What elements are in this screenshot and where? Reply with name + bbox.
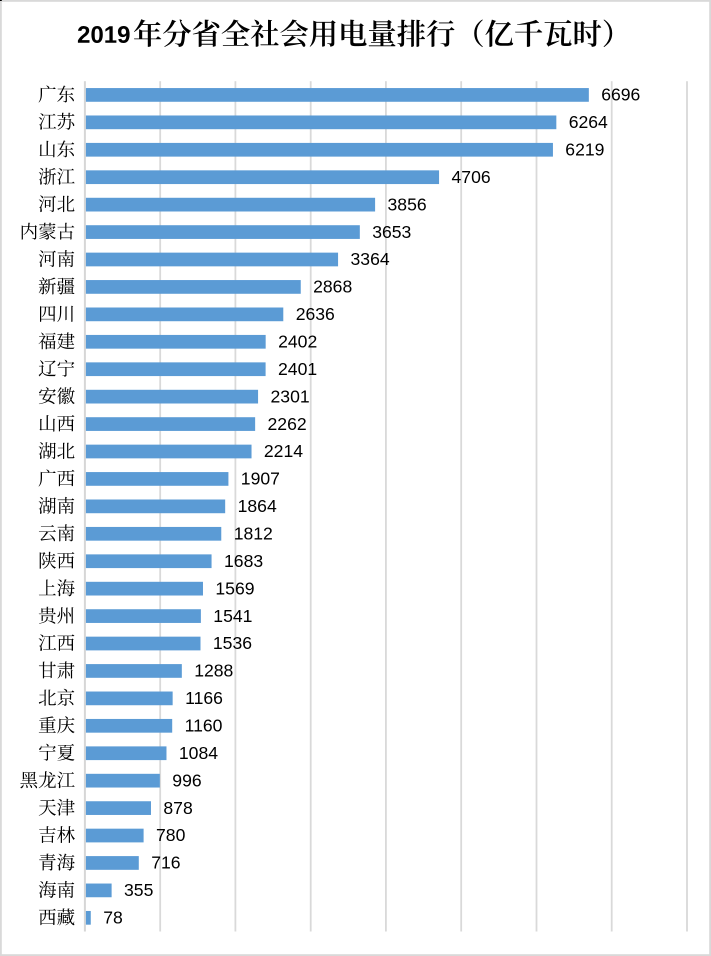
svg-text:996: 996 <box>172 770 202 790</box>
svg-text:3856: 3856 <box>388 194 427 214</box>
svg-text:1541: 1541 <box>213 606 252 626</box>
svg-text:1084: 1084 <box>179 743 218 763</box>
svg-text:1288: 1288 <box>194 661 233 681</box>
svg-text:2301: 2301 <box>271 386 310 406</box>
svg-text:2868: 2868 <box>313 277 352 297</box>
svg-text:1569: 1569 <box>215 578 254 598</box>
svg-text:2214: 2214 <box>264 441 303 461</box>
svg-text:878: 878 <box>163 798 193 818</box>
svg-text:355: 355 <box>124 880 154 900</box>
svg-text:2401: 2401 <box>278 359 317 379</box>
svg-text:6696: 6696 <box>601 85 640 105</box>
svg-text:1536: 1536 <box>213 633 252 653</box>
svg-text:1864: 1864 <box>238 496 277 516</box>
svg-text:6219: 6219 <box>565 140 604 160</box>
svg-text:2636: 2636 <box>296 304 335 324</box>
svg-text:1812: 1812 <box>234 524 273 544</box>
svg-text:1166: 1166 <box>185 688 223 708</box>
svg-text:1160: 1160 <box>185 716 223 736</box>
svg-text:716: 716 <box>151 853 181 873</box>
svg-text:3653: 3653 <box>372 222 411 242</box>
svg-text:2402: 2402 <box>278 332 317 352</box>
svg-text:4706: 4706 <box>452 167 491 187</box>
svg-text:6264: 6264 <box>569 112 608 132</box>
svg-text:1683: 1683 <box>224 551 263 571</box>
svg-text:78: 78 <box>103 908 123 928</box>
svg-text:2262: 2262 <box>268 414 307 434</box>
svg-text:1907: 1907 <box>241 469 280 489</box>
svg-text:3364: 3364 <box>351 249 390 269</box>
svg-text:780: 780 <box>156 825 186 845</box>
